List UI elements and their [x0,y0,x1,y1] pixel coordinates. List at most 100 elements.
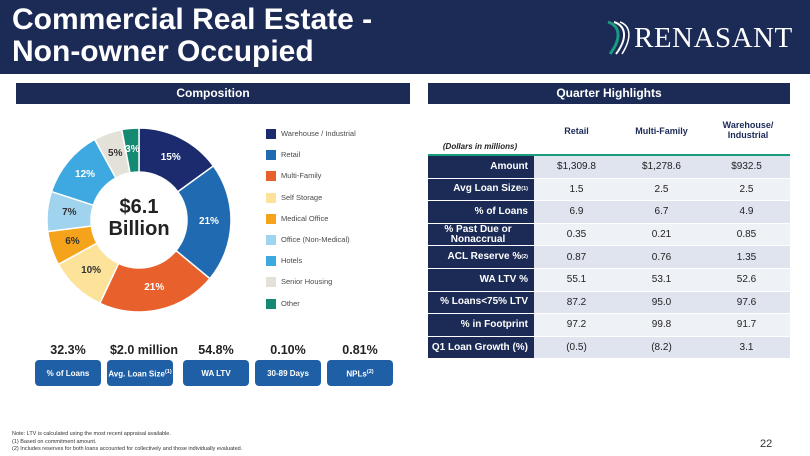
table-cell: 53.1 [651,274,672,286]
legend-label: Multi-Family [281,171,322,181]
footnote-2: (2) Includes reserves for both loans acc… [12,446,243,452]
donut-center-value: $6.1 [119,196,159,218]
legend-swatch [266,192,276,203]
legend-label: Hotels [281,256,303,266]
logo-mark-icon [607,20,630,55]
logo-text: RENASANT [634,22,793,54]
legend-swatch [266,171,276,182]
table-cell: 0.35 [566,229,587,241]
legend-item-senior-housing: Senior Housing [266,276,406,288]
donut-label-multi-family: 21% [144,282,165,294]
table-cell: 0.21 [651,229,672,241]
stat-value-npls: 0.81% [342,343,378,357]
row-label: WA LTV % [428,269,534,291]
row-values: 6.9 6.7 4.9 [534,201,790,223]
row-label-text: % Past Due or Nonaccrual [444,223,512,245]
legend-swatch [266,256,276,267]
stat-label-main: Avg. Loan Size [108,369,165,379]
donut-label-senior-housing: 5% [108,148,123,160]
header-banner: Commercial Real Estate - Non-owner Occup… [0,0,810,74]
stat-label-sup: (2) [366,368,374,375]
table-cell: 0.76 [651,251,672,263]
table-row: % Past Due or Nonaccrual 0.35 0.21 0.85 [428,223,790,246]
legend-swatch [266,129,276,139]
table-row: WA LTV % 55.1 53.1 52.6 [428,269,790,291]
units-note: (Dollars in millions) [442,142,518,151]
row-label-text: % Loans<75% LTV [440,296,528,308]
row-label-text: % in Footprint [460,318,528,330]
stat-value-wa-ltv: 54.8% [198,343,234,357]
legend-swatch [266,235,276,245]
legend-label: Medical Office [281,213,329,223]
stat-value-avg-loan: $2.0 million [109,343,179,357]
row-label: Avg Loan Size (1) [428,178,534,201]
legend-swatch [266,298,276,309]
footnote-1: (1) Based on commitment amount. [12,438,97,445]
stat-label-text: 30-89 Days [267,368,309,378]
row-label: % of Loans [428,201,534,223]
stat-value-pct-loans: 32.3% [50,343,86,357]
stat-label-text: Avg. Loan Size(1) [108,368,171,379]
row-values: 1.5 2.5 2.5 [534,178,790,201]
donut-slice-other [120,127,140,174]
legend-swatch [266,213,276,224]
row-label: Q1 Loan Growth (%) [428,336,534,359]
row-label: % Past Due or Nonaccrual [428,223,534,246]
table-row: % in Footprint 97.2 99.8 91.7 [428,314,790,336]
row-label: % Loans<75% LTV [428,291,534,314]
stat-label-text: WA LTV [201,368,231,378]
donut-label-warehouse-industrial: 15% [160,151,181,163]
legend-item-medical-office: Medical Office [266,213,406,225]
row-label-text: WA LTV % [479,273,528,285]
stat-label-pct-loans: % of Loans [35,360,101,386]
row-label: ACL Reserve % (2) [428,246,534,268]
page-number: 22 [760,438,773,450]
stat-label-avg-loan: Avg. Loan Size(1) [107,360,173,386]
table-cell: 6.9 [569,206,584,218]
legend-swatch [266,150,276,161]
row-label-sup: (2) [521,254,528,261]
table-cell: 97.6 [736,296,757,308]
table-row: Amount $1,309.8 $1,278.6 $932.5 [428,156,790,178]
table-cell: $932.5 [731,161,762,173]
donut-label-other: 3% [125,144,140,156]
title-line-2: Non-owner Occupied [12,35,314,68]
table-cell: 2.5 [654,183,669,195]
row-label-text: Avg Loan Size [453,183,522,195]
legend-item-other: Other [266,298,406,310]
table-cell: 91.7 [736,319,757,331]
row-label-text: Q1 Loan Growth (%) [431,341,528,353]
table-cell: 6.7 [654,206,669,218]
table-cell: 1.35 [736,251,757,263]
row-values: $1,309.8 $1,278.6 $932.5 [534,156,790,178]
table-cell: 87.2 [566,296,587,308]
row-values: 55.1 53.1 52.6 [534,269,790,291]
legend-item-retail: Retail [266,149,406,161]
legend-label: Senior Housing [281,277,333,287]
legend-swatch [266,277,276,288]
table-cell: 2.5 [739,183,754,195]
title-line-1: Commercial Real Estate - [12,3,373,36]
table-cell: 99.8 [651,319,672,331]
table-cell: 4.9 [739,206,754,218]
donut-center-unit: Billion [108,218,170,240]
table-cell: 52.6 [736,274,757,286]
row-values: 97.2 99.8 91.7 [534,314,790,336]
row-label: % in Footprint [428,314,534,336]
legend-item-office-non-medical-: Office (Non-Medical) [266,234,406,246]
column-header-multi-family: Multi-Family [635,126,688,136]
row-label-text: Amount [490,160,528,172]
quarter-highlights-bar: Quarter Highlights [428,83,790,104]
renasant-logo: RENASANT [600,18,800,58]
table-cell: $1,278.6 [642,161,681,173]
row-label: Amount [428,156,534,178]
composition-bar: Composition [16,83,410,104]
legend-item-self-storage: Self Storage [266,192,406,204]
row-values: 87.2 95.0 97.6 [534,291,790,314]
legend-item-hotels: Hotels [266,255,406,267]
stat-label-main: NPLs [346,369,367,379]
row-label-text: ACL Reserve % [447,251,522,263]
table-row: Avg Loan Size (1) 1.5 2.5 2.5 [428,178,790,201]
donut-label-hotels: 12% [75,169,96,181]
table-cell: (0.5) [566,342,587,354]
